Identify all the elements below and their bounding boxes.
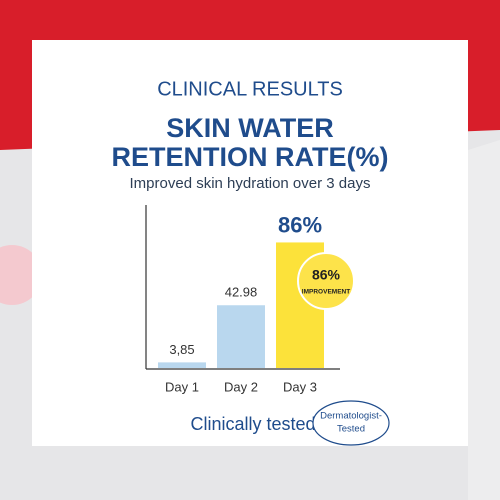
- bar: [158, 362, 206, 368]
- subtitle: Improved skin hydration over 3 days: [130, 175, 371, 192]
- badge: [297, 252, 355, 310]
- product-jar: [0, 245, 42, 305]
- chart-title: SKIN WATER: [166, 113, 334, 143]
- badge-text: IMPROVEMENT: [302, 289, 350, 296]
- seal-text: Tested: [337, 424, 365, 435]
- value-label: 42.98: [225, 285, 258, 300]
- footer-text: Clinically tested: [190, 414, 315, 434]
- bar: [217, 305, 265, 368]
- badge-text: 86%: [312, 267, 341, 283]
- x-tick-label: Day 3: [283, 379, 317, 394]
- value-label: 3,85: [169, 342, 194, 357]
- value-label: 86%: [278, 212, 322, 237]
- seal-text: Dermatologist-: [320, 411, 382, 422]
- panel: [32, 40, 468, 446]
- x-tick-label: Day 2: [224, 379, 258, 394]
- shade: [468, 140, 500, 500]
- chart-title: RETENTION RATE(%): [112, 142, 389, 172]
- x-tick-label: Day 1: [165, 379, 199, 394]
- seal: [312, 400, 390, 446]
- heading: CLINICAL RESULTS: [157, 78, 343, 100]
